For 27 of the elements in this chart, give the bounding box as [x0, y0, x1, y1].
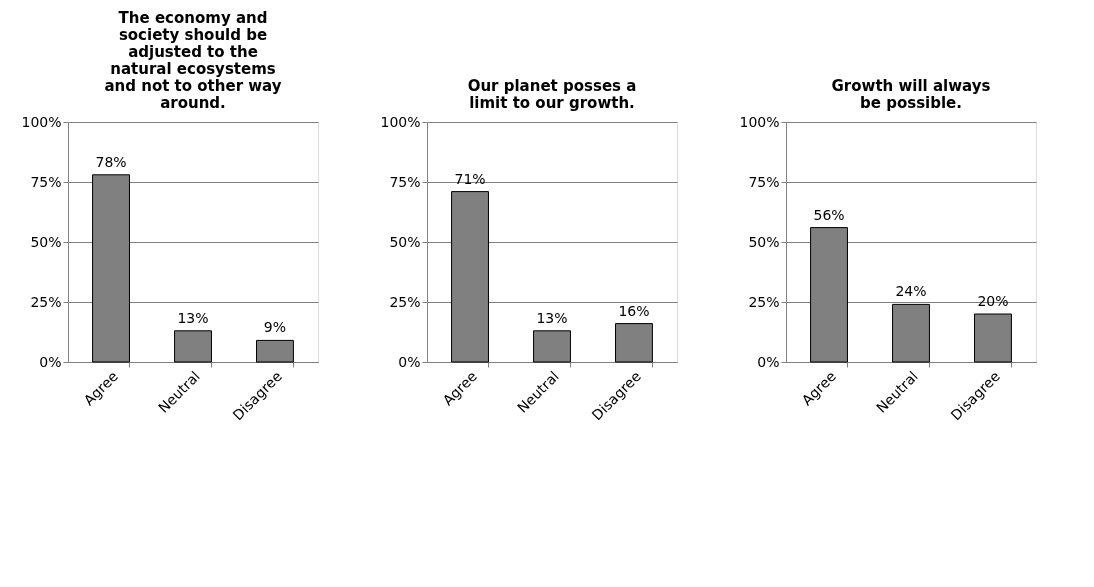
data-label: 9%: [263, 319, 287, 336]
data-label: 56%: [813, 206, 845, 223]
data-label: 13%: [177, 309, 209, 326]
y-tick-label: 0%: [757, 353, 780, 370]
chart-title: Growth will always be possible.: [831, 77, 991, 112]
y-tick-label: 25%: [748, 293, 780, 310]
y-tick-label: 50%: [748, 233, 780, 250]
y-tick-label: 25%: [389, 293, 421, 310]
data-label: 13%: [536, 309, 568, 326]
y-tick-label: 75%: [389, 173, 421, 190]
chart-title: The economy and society should be adjusted to the natural ecosystems and not to other way around.: [104, 9, 282, 112]
data-label: 20%: [977, 293, 1009, 309]
y-tick-label: 50%: [389, 233, 421, 250]
data-label: 78%: [95, 153, 127, 170]
y-tick-label: 25%: [30, 293, 62, 310]
y-tick-label: 100%: [21, 113, 62, 130]
y-tick-label: 100%: [739, 113, 780, 130]
y-tick-label: 75%: [748, 173, 780, 190]
y-tick-label: 50%: [30, 233, 62, 250]
y-tick-label: 75%: [30, 173, 62, 190]
data-label: 16%: [618, 302, 650, 319]
y-tick-label: 100%: [380, 113, 421, 130]
data-label: 71%: [454, 170, 486, 187]
data-label: 24%: [895, 283, 927, 300]
y-tick-label: 0%: [398, 353, 421, 370]
y-tick-label: 0%: [39, 353, 62, 370]
chart-title: Our planet posses a limit to our growth.: [467, 77, 637, 112]
